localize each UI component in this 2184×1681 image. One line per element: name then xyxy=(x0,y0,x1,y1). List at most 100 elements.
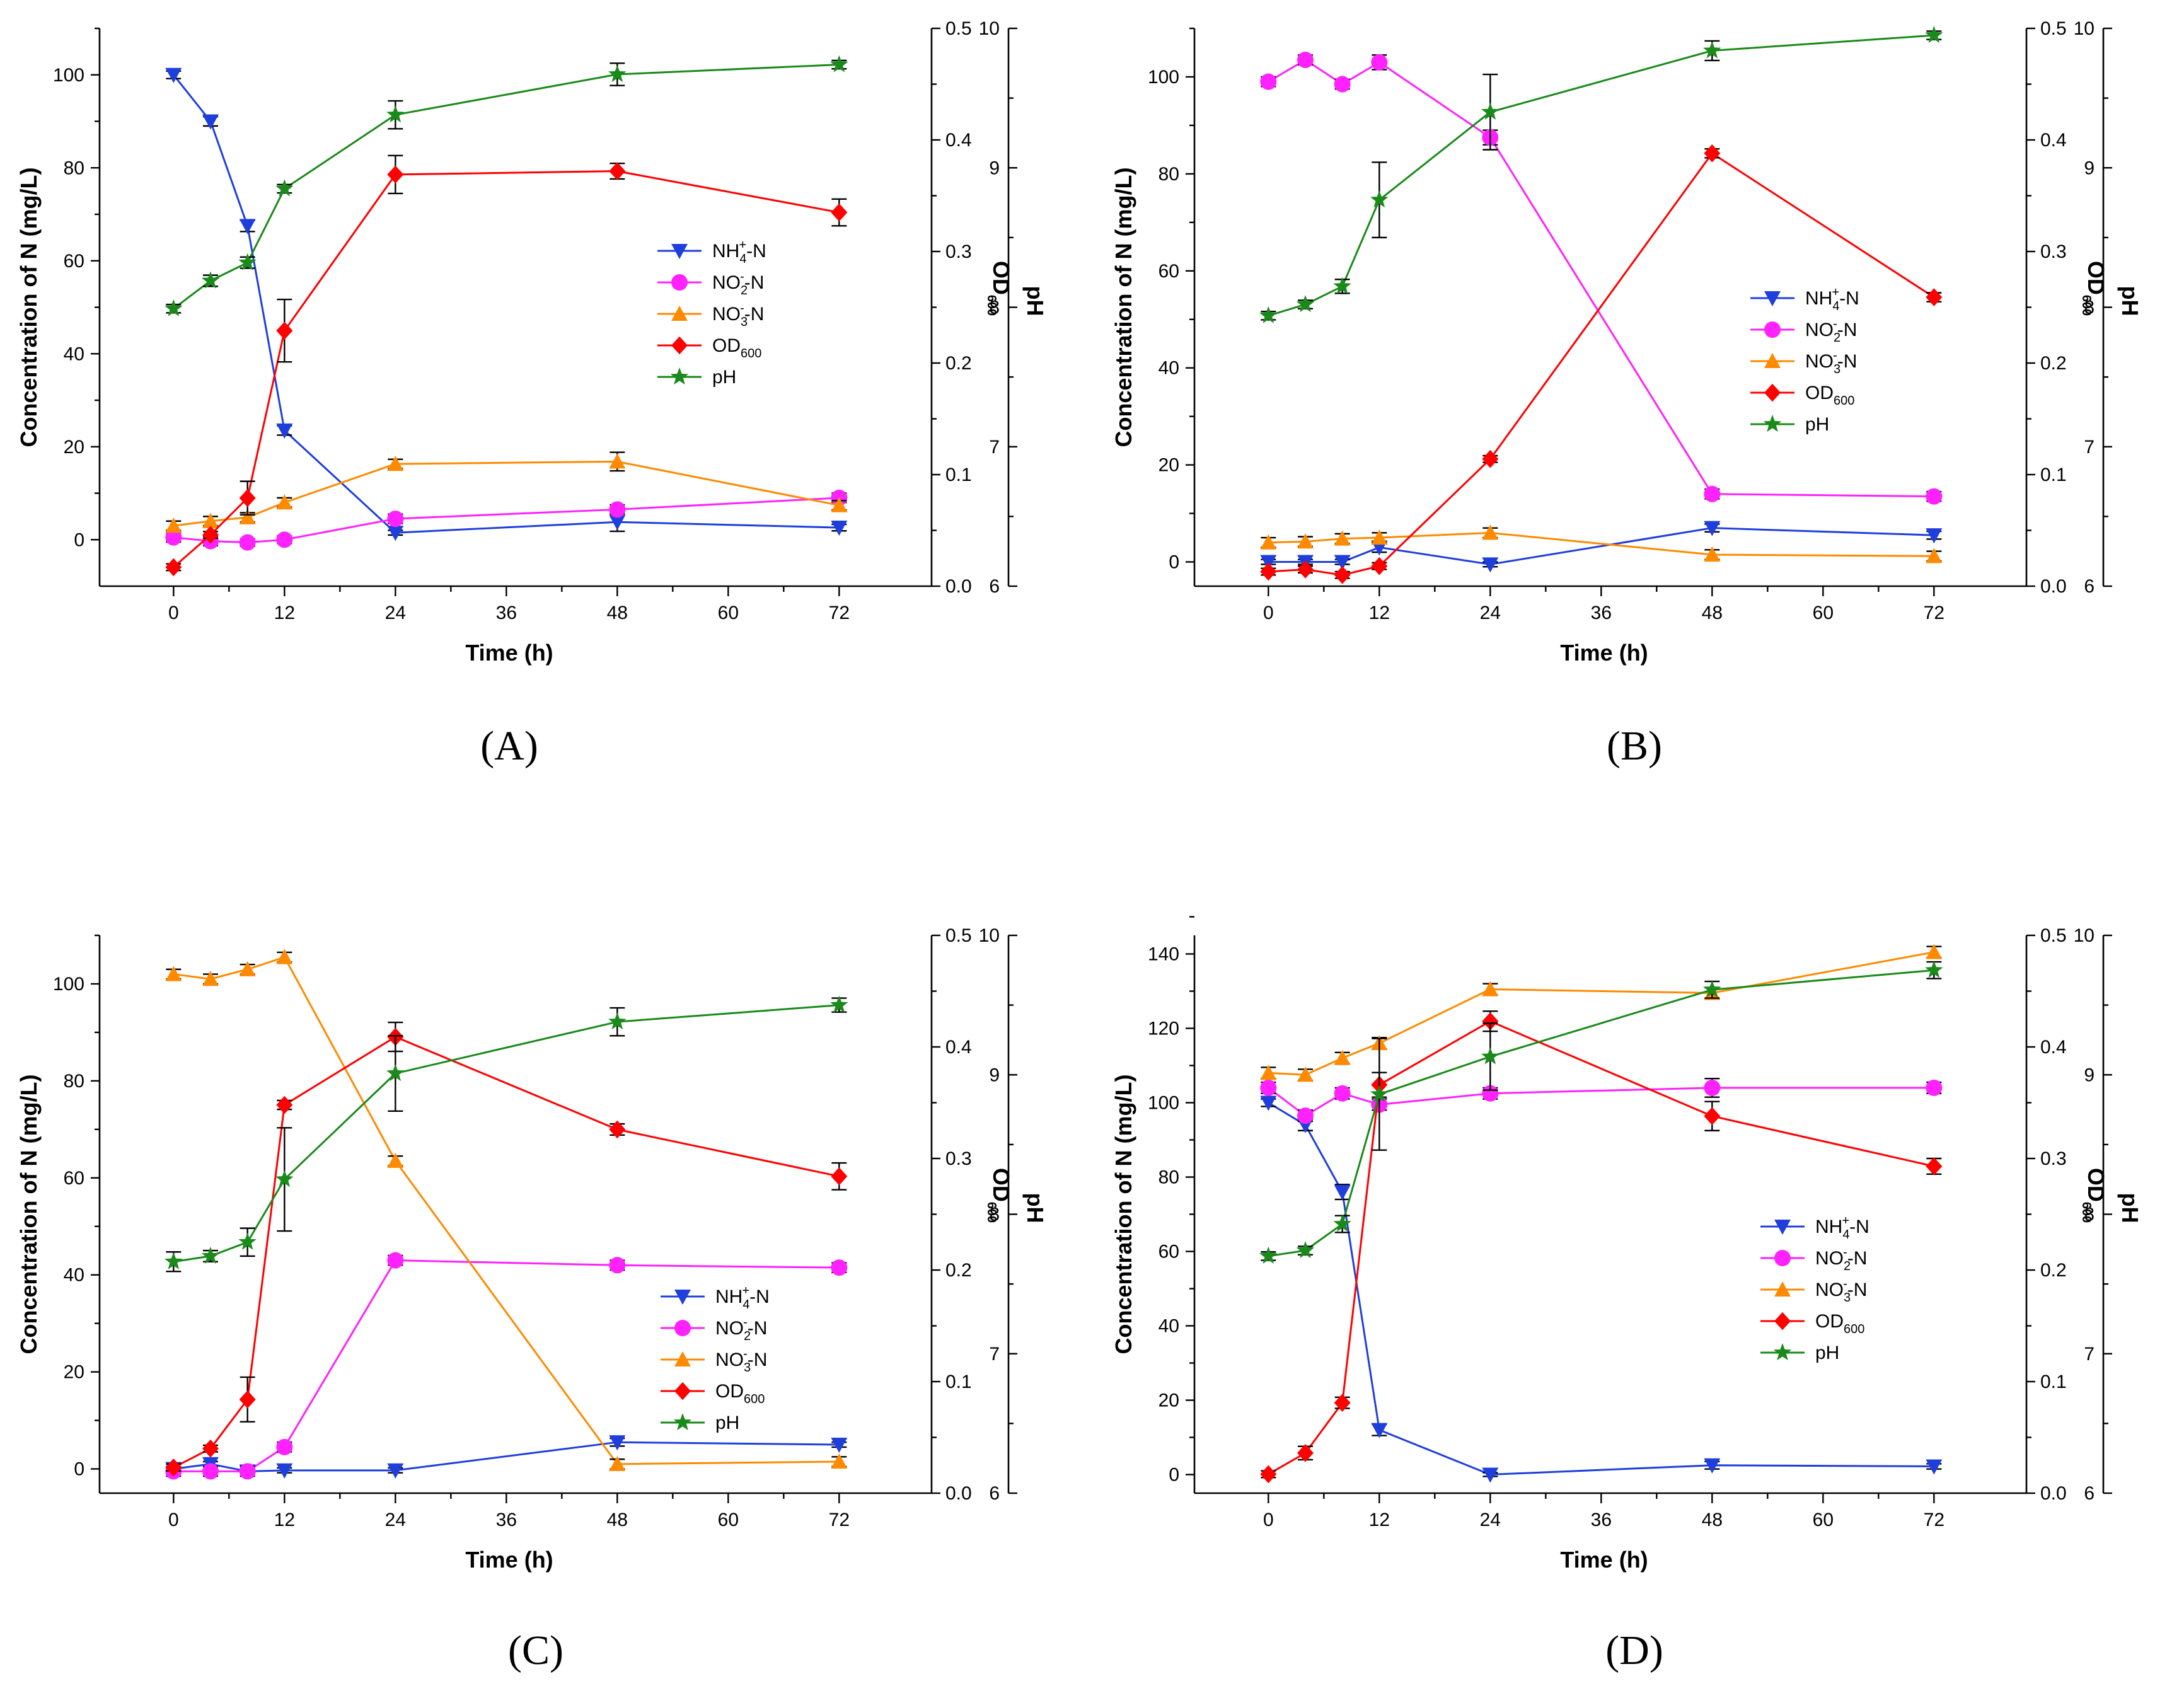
data-point xyxy=(1260,1095,1277,1111)
data-point xyxy=(202,1439,219,1458)
y-tick-label: 120 xyxy=(1148,1019,1179,1039)
data-point xyxy=(1297,560,1314,579)
data-point xyxy=(1482,1085,1499,1102)
od600-tick-label: 0.3 xyxy=(945,1148,972,1169)
od600-tick-label: 0.5 xyxy=(2040,18,2067,39)
data-point xyxy=(276,531,293,548)
data-point xyxy=(1334,566,1351,584)
od600-tick-label: 0.2 xyxy=(945,353,972,374)
od600-axis-title-group: OD600 xyxy=(985,1168,1014,1223)
legend-label: OD600 xyxy=(715,1381,765,1406)
data-point xyxy=(1333,1215,1351,1232)
od600-axis-title: OD600 xyxy=(985,261,1014,316)
data-point xyxy=(1482,557,1499,573)
legend: NH4+-N NO2--N NO3--N OD600 pH xyxy=(657,238,766,388)
x-tick-label: 36 xyxy=(496,1510,517,1530)
data-point xyxy=(239,961,256,976)
series-line-0 xyxy=(173,1441,840,1472)
data-point xyxy=(387,526,404,541)
od600-tick-label: 0.3 xyxy=(2040,241,2067,262)
ph-tick-label: 8 xyxy=(989,297,1000,318)
data-point xyxy=(1371,529,1388,545)
series-line-1 xyxy=(1268,59,1934,498)
series-line-2 xyxy=(1268,951,1934,1076)
legend-marker xyxy=(673,1413,692,1431)
od600-axis-title-group: OD600 xyxy=(2079,1168,2109,1223)
legend: NH4+-N NO2--N NO3--N OD600 pH xyxy=(1750,286,1859,435)
legend-label: NH4+-N xyxy=(1805,286,1859,313)
od600-tick-label: 0.0 xyxy=(945,1483,972,1504)
data-point xyxy=(1704,1458,1721,1474)
legend-marker xyxy=(1774,1219,1791,1235)
data-point xyxy=(1482,981,1499,996)
data-point xyxy=(609,1257,626,1274)
legend-marker xyxy=(674,1382,691,1401)
legend-marker xyxy=(674,1289,691,1305)
od600-tick-label: 0.3 xyxy=(945,241,972,262)
ph-tick-label: 7 xyxy=(2084,1344,2094,1365)
x-tick-label: 0 xyxy=(168,603,179,623)
data-point xyxy=(1703,980,1721,998)
od600-tick-label: 0.1 xyxy=(2040,465,2067,485)
data-point xyxy=(202,526,219,544)
data-point xyxy=(609,515,626,531)
legend-label: NO2--N xyxy=(715,1315,767,1343)
data-point xyxy=(831,1259,848,1276)
data-point xyxy=(1371,1423,1388,1438)
ph-tick-label: 10 xyxy=(2074,18,2094,39)
x-tick-label: 24 xyxy=(385,603,406,623)
data-point xyxy=(387,1152,404,1168)
chart-panel-d: 0 12 24 36 48 60 72 Time (h) 0 20 40 60 80 100 120 140 C… xyxy=(1111,916,2143,1673)
y-tick-label: 80 xyxy=(64,158,84,178)
y-tick-label: 100 xyxy=(53,65,84,86)
y-axis-title: Concentration of N (mg/L) xyxy=(1111,168,1136,448)
x-tick-label: 36 xyxy=(1591,603,1612,623)
data-point xyxy=(1926,1459,1943,1475)
data-point xyxy=(1704,546,1721,562)
x-axis-title: Time (h) xyxy=(1560,640,1648,666)
ph-tick-label: 8 xyxy=(2084,297,2094,318)
legend-label: pH xyxy=(715,1412,739,1433)
x-tick-label: 48 xyxy=(607,603,628,623)
data-point xyxy=(1260,1465,1277,1484)
data-point xyxy=(275,179,294,197)
y-tick-label: 40 xyxy=(64,1265,84,1286)
x-tick-label: 0 xyxy=(168,1510,179,1530)
legend: NH4+-N NO2--N NO3--N OD600 pH xyxy=(1760,1214,1869,1363)
od600-axis-title: OD600 xyxy=(985,1168,1014,1223)
x-tick-label: 12 xyxy=(274,1510,295,1530)
legend-label: OD600 xyxy=(712,335,761,361)
series-line-4 xyxy=(1268,969,1934,1257)
data-point xyxy=(1296,1241,1315,1259)
series-line-0 xyxy=(1268,527,1934,565)
data-point xyxy=(609,453,626,469)
y-tick-label: 100 xyxy=(53,974,84,995)
data-point xyxy=(1297,1107,1314,1124)
y-tick-label: 40 xyxy=(64,344,84,364)
od600-tick-label: 0.5 xyxy=(945,925,972,946)
data-point xyxy=(1482,1467,1499,1483)
panel-label: (C) xyxy=(508,1627,563,1673)
legend-marker xyxy=(1774,1281,1791,1297)
x-tick-label: 48 xyxy=(1702,603,1723,623)
data-point xyxy=(239,1390,256,1409)
data-point xyxy=(1926,548,1943,563)
x-tick-label: 72 xyxy=(1924,1510,1944,1530)
data-point xyxy=(165,1252,183,1269)
x-tick-label: 12 xyxy=(274,603,295,623)
x-tick-label: 12 xyxy=(1369,1510,1390,1530)
y-tick-label: 140 xyxy=(1148,944,1179,965)
data-point xyxy=(831,1437,848,1453)
legend: NH4+-N NO2--N NO3--N OD600 pH xyxy=(661,1284,770,1433)
panel-label: (A) xyxy=(480,723,538,769)
y-tick-label: 80 xyxy=(1158,164,1179,185)
od600-tick-label: 0.1 xyxy=(945,465,972,485)
data-point xyxy=(276,494,293,510)
x-tick-label: 24 xyxy=(1480,603,1501,623)
x-tick-label: 48 xyxy=(607,1510,628,1530)
data-point xyxy=(386,1064,405,1082)
data-point xyxy=(1333,277,1351,294)
data-point xyxy=(1371,557,1388,575)
legend-label: NO3--N xyxy=(1815,1277,1867,1305)
ph-tick-label: 6 xyxy=(989,576,1000,597)
